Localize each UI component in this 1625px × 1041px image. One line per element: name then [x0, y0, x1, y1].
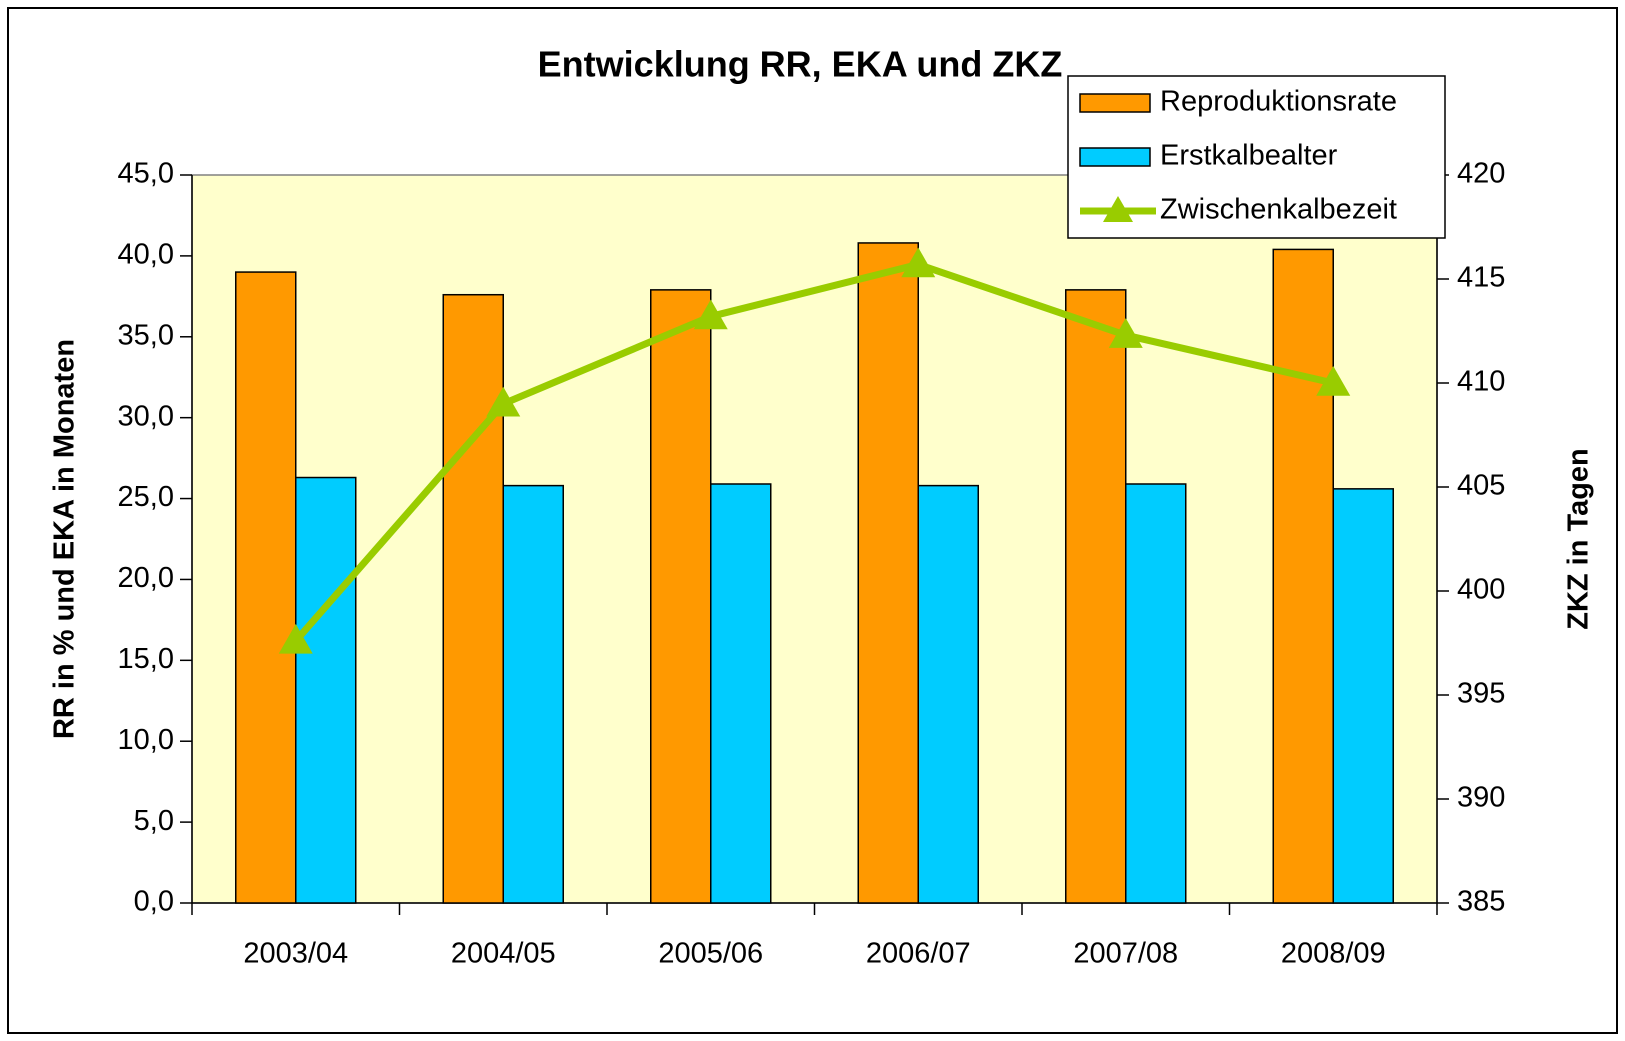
y-tick-label: 25,0 [118, 481, 174, 513]
y-tick-label: 30,0 [118, 400, 174, 432]
plot-area [191, 174, 1438, 904]
y-tick-label: 0,0 [134, 886, 174, 918]
y-tick-label: 40,0 [118, 239, 174, 271]
y-tick-label: 45,0 [118, 158, 174, 190]
x-tick-label: 2004/05 [451, 938, 556, 970]
x-tick-label: 2007/08 [1073, 938, 1178, 970]
y2-tick-label: 390 [1457, 782, 1505, 814]
legend-label: Erstkalbealter [1160, 140, 1338, 172]
x-tick-label: 2005/06 [658, 938, 763, 970]
y-tick-label: 5,0 [134, 805, 174, 837]
chart-title: Entwicklung RR, EKA und ZKZ [538, 44, 1063, 85]
line-marker [1108, 318, 1143, 348]
y-tick-label: 35,0 [118, 319, 174, 351]
bar [235, 271, 297, 904]
bar [502, 484, 564, 904]
bar [442, 293, 504, 904]
bar [1272, 248, 1334, 904]
x-tick-label: 2003/04 [243, 938, 348, 970]
y2-tick-label: 405 [1457, 470, 1505, 502]
line-marker [1316, 366, 1351, 396]
bar [1125, 483, 1187, 904]
line-marker [486, 386, 521, 417]
line-marker [278, 623, 313, 654]
y2-tick-label: 420 [1457, 158, 1505, 190]
bar [710, 483, 772, 904]
legend-label: Reproduktionsrate [1160, 86, 1397, 118]
y2-tick-label: 395 [1457, 678, 1505, 710]
bar [917, 484, 979, 904]
x-tick-label: 2006/07 [866, 938, 971, 970]
legend-label: Zwischenkalbezeit [1160, 194, 1397, 226]
y-tick-label: 10,0 [118, 724, 174, 756]
bar [650, 289, 712, 904]
y-tick-label: 15,0 [118, 643, 174, 675]
bar [295, 476, 357, 904]
y-axis-label: RR in % und EKA in Monaten [49, 339, 81, 739]
bar [1332, 488, 1394, 904]
legend-swatch [1079, 93, 1151, 113]
bar [1065, 289, 1127, 904]
y2-tick-label: 415 [1457, 262, 1505, 294]
legend-swatch [1079, 147, 1151, 167]
y-tick-label: 20,0 [118, 562, 174, 594]
y2-tick-label: 410 [1457, 366, 1505, 398]
y2-tick-label: 385 [1457, 886, 1505, 918]
y2-axis-label: ZKZ in Tagen [1563, 448, 1595, 630]
line [293, 260, 1335, 644]
line-marker [901, 247, 936, 278]
bar [857, 242, 919, 904]
x-tick-label: 2008/09 [1281, 938, 1386, 970]
line-marker [693, 299, 728, 330]
y2-tick-label: 400 [1457, 574, 1505, 606]
legend-marker [1103, 196, 1133, 222]
